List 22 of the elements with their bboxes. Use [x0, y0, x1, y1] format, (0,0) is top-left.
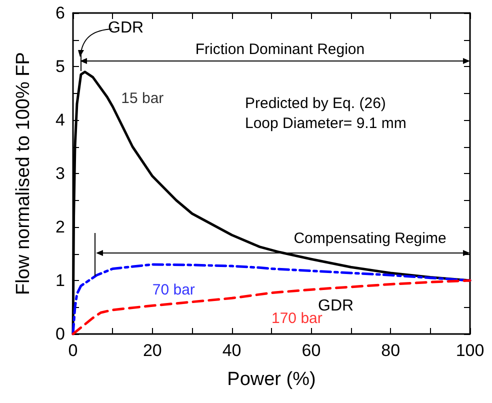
- y-tick-label: 1: [56, 271, 65, 290]
- y-tick-label: 2: [56, 218, 65, 236]
- annotation: GDR: [108, 20, 144, 36]
- y-tick-label: 5: [56, 57, 65, 76]
- y-axis-title: Flow normalised to 100% FP: [13, 52, 34, 295]
- y-tick-label: 3: [56, 164, 65, 183]
- series-label: 70 bar: [152, 281, 195, 298]
- x-tick-label: 20: [142, 341, 162, 360]
- x-tick-label: 80: [381, 341, 400, 360]
- x-tick-label: 40: [222, 341, 242, 360]
- annotation: Compensating Regime: [294, 230, 446, 247]
- y-tick-label: 6: [56, 4, 65, 22]
- x-tick-label: 0: [68, 341, 78, 360]
- x-axis-title: Power (%): [227, 369, 316, 390]
- x-tick-label: 60: [302, 341, 321, 360]
- x-tick-label: 100: [456, 341, 484, 360]
- annotation: Friction Dominant Region: [195, 41, 365, 58]
- annotation: Predicted by Eq. (26): [245, 95, 386, 112]
- y-tick-label: 0: [56, 324, 65, 344]
- series-label: 15 bar: [121, 90, 164, 107]
- y-tick-label: 4: [56, 110, 65, 130]
- annotation: Loop Diameter= 9.1 mm: [245, 115, 406, 132]
